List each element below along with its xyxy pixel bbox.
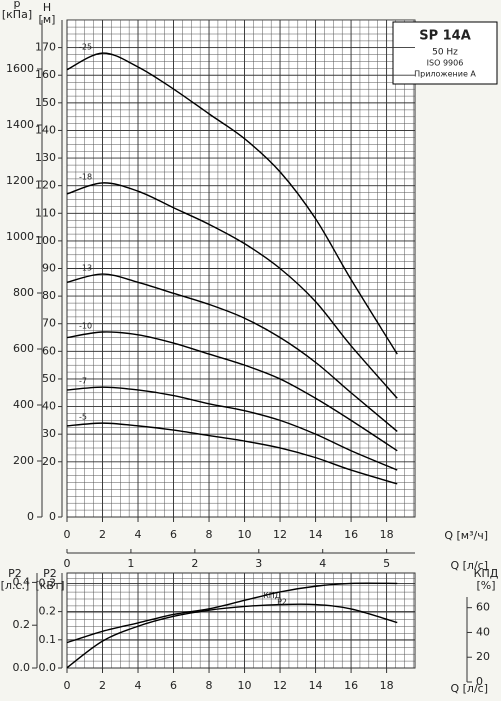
y2-tick-label: 1600 xyxy=(6,62,34,75)
curve-label: -10 xyxy=(79,322,92,331)
legend-box xyxy=(392,21,498,85)
y-tick-label: 110 xyxy=(35,206,56,219)
x-tick-label: 18 xyxy=(380,528,394,541)
curve xyxy=(66,273,398,432)
y2-tick-label: 0 xyxy=(27,510,34,523)
x2-tick-label: 4 xyxy=(319,557,326,570)
x-tick-label: 4 xyxy=(135,679,142,692)
curve-label: -18 xyxy=(79,172,92,181)
x-tick-label: 14 xyxy=(309,679,323,692)
axis-unit: [%] xyxy=(476,579,495,592)
y-tick-label: 40 xyxy=(42,400,56,413)
x2-tick-label: 0 xyxy=(64,557,71,570)
x-tick-label: 2 xyxy=(99,679,106,692)
x-tick-label: 8 xyxy=(206,528,213,541)
y-tick-label: 160 xyxy=(35,68,56,81)
curve xyxy=(66,182,398,399)
y-tick-label: 120 xyxy=(35,179,56,192)
y3-tick-label: 0.2 xyxy=(13,618,31,631)
y-tick-label: 70 xyxy=(42,317,56,330)
x-tick-label: 12 xyxy=(273,679,287,692)
y2-tick-label: 40 xyxy=(476,625,490,638)
y3-tick-label: 0.0 xyxy=(13,661,31,674)
y-tick-label: 60 xyxy=(42,344,56,357)
y2-tick-label: 200 xyxy=(13,454,34,467)
y-tick-label: 130 xyxy=(35,151,56,164)
box-text: 50 Hz xyxy=(432,48,458,58)
x-tick-label: 16 xyxy=(344,679,358,692)
axis-unit: [кПа] xyxy=(2,8,32,21)
x-tick-label: 10 xyxy=(238,679,252,692)
x-axis-label: Q [л/с] xyxy=(450,682,488,695)
x-tick-label: 18 xyxy=(380,679,394,692)
y-tick-label: 140 xyxy=(35,123,56,136)
curve-label: -25 xyxy=(79,43,92,52)
y2-tick-label: 1200 xyxy=(6,174,34,187)
y2-tick-label: 1000 xyxy=(6,230,34,243)
curve-label: -5 xyxy=(79,413,87,422)
y-tick-label: 20 xyxy=(42,455,56,468)
y-tick-label: 0.1 xyxy=(39,633,57,646)
axis-unit: [кВт] xyxy=(35,579,64,592)
y2-tick-label: 400 xyxy=(13,398,34,411)
y3-tick-label: 0.4 xyxy=(13,575,31,588)
y2-tick-label: 20 xyxy=(476,650,490,663)
y-tick-label: 150 xyxy=(35,96,56,109)
axis-unit: [л.с.] xyxy=(1,579,30,592)
axis-unit: [м] xyxy=(39,13,56,26)
y-tick-label: 170 xyxy=(35,41,56,54)
y2-tick-label: 1400 xyxy=(6,118,34,131)
curve xyxy=(66,603,398,669)
x-tick-label: 10 xyxy=(238,528,252,541)
x2-tick-label: 3 xyxy=(255,557,262,570)
axis-title: H xyxy=(43,1,51,14)
curve xyxy=(66,582,398,644)
plot-area xyxy=(66,572,416,669)
x2-tick-label: 2 xyxy=(191,557,198,570)
y-tick-label: 30 xyxy=(42,427,56,440)
x-tick-label: 6 xyxy=(170,528,177,541)
curve-label: -7 xyxy=(79,377,87,386)
x-tick-label: 6 xyxy=(170,679,177,692)
x2-axis-label: Q [л/с] xyxy=(450,559,488,572)
x-tick-label: 16 xyxy=(344,528,358,541)
x2-tick-label: 5 xyxy=(383,557,390,570)
y2-tick-label: 60 xyxy=(476,601,490,614)
x-axis-label: Q [м³/ч] xyxy=(444,529,488,542)
axis-title: P2 xyxy=(8,567,22,580)
curve xyxy=(66,386,398,471)
x-tick-label: 4 xyxy=(135,528,142,541)
x-tick-label: 2 xyxy=(99,528,106,541)
x-tick-label: 14 xyxy=(309,528,323,541)
axis-title: p xyxy=(14,0,21,10)
curve xyxy=(66,422,398,485)
curve xyxy=(66,52,398,355)
box-text: Приложение A xyxy=(414,70,476,79)
y-tick-label: 0.3 xyxy=(39,576,57,589)
y-tick-label: 50 xyxy=(42,372,56,385)
y-tick-label: 100 xyxy=(35,234,56,247)
x-tick-label: 8 xyxy=(206,679,213,692)
y2-tick-label: 600 xyxy=(13,342,34,355)
x-tick-label: 12 xyxy=(273,528,287,541)
box-title: SP 14A xyxy=(419,29,471,44)
y-tick-label: 0.0 xyxy=(39,661,57,674)
axis-title: P2 xyxy=(43,567,57,580)
y2-tick-label: 0 xyxy=(476,675,483,688)
curve-label: -13 xyxy=(79,264,92,273)
curve-label: КПД xyxy=(263,591,281,600)
y-tick-label: 90 xyxy=(42,262,56,275)
axis-title: КПД xyxy=(474,567,499,580)
y-tick-label: 80 xyxy=(42,289,56,302)
box-text: ISO 9906 xyxy=(427,59,464,68)
curve xyxy=(66,331,398,452)
x-tick-label: 0 xyxy=(64,679,71,692)
y-tick-label: 0 xyxy=(49,510,56,523)
y-tick-label: 0.2 xyxy=(39,605,57,618)
y2-tick-label: 800 xyxy=(13,286,34,299)
curve-label: P2 xyxy=(277,597,287,606)
x-tick-label: 0 xyxy=(64,528,71,541)
x2-tick-label: 1 xyxy=(127,557,134,570)
